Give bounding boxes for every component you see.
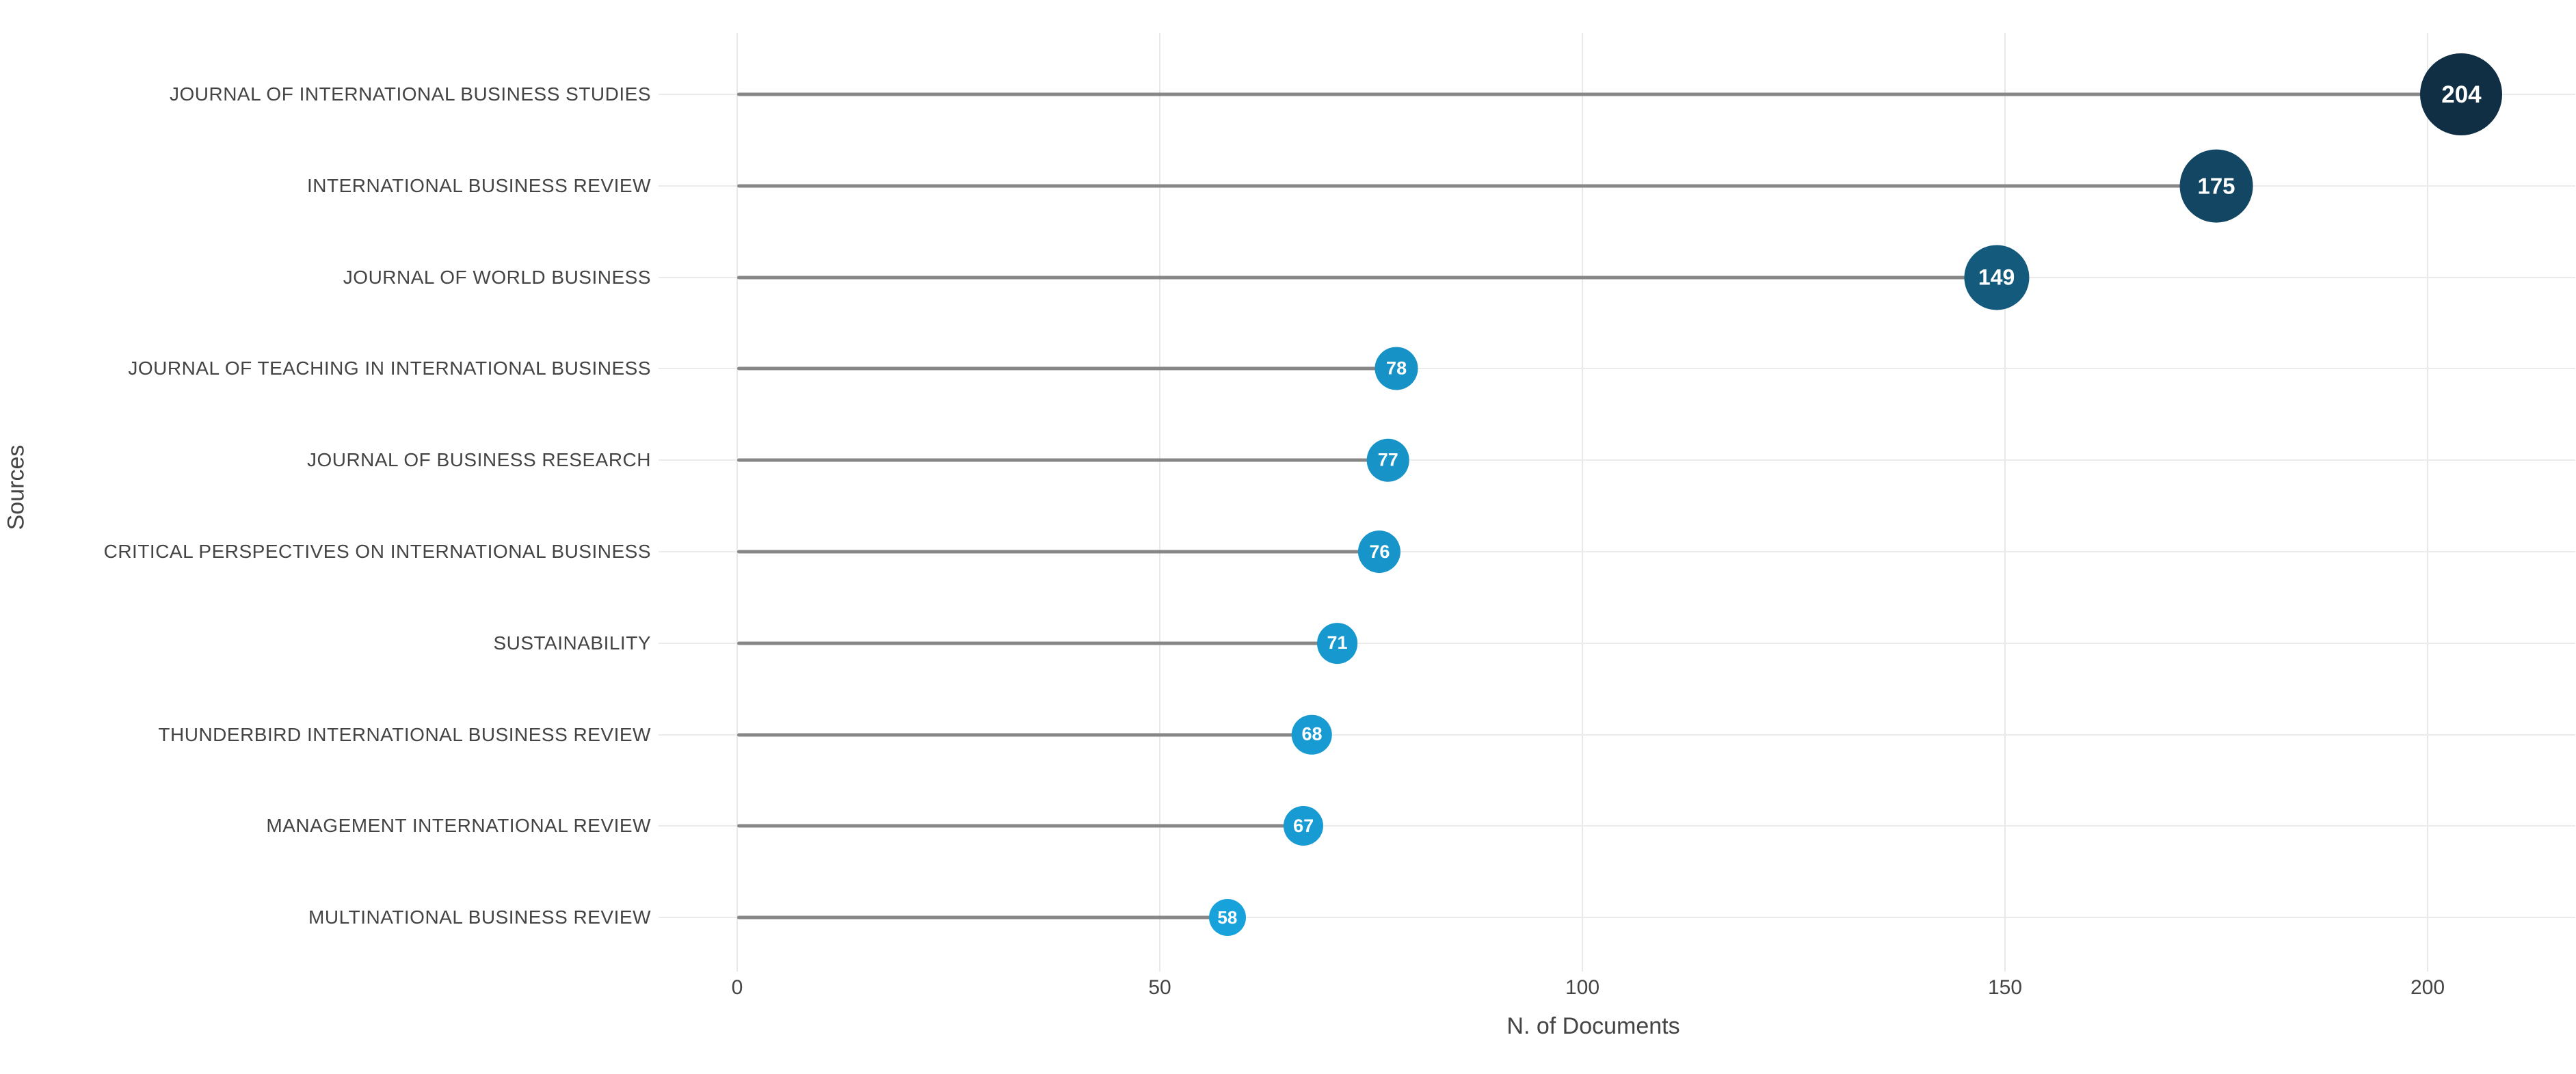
lollipop-stem bbox=[737, 733, 1312, 737]
lollipop-stem bbox=[737, 550, 1380, 554]
lollipop-marker[interactable]: 68 bbox=[1292, 714, 1332, 755]
lollipop-stem bbox=[737, 824, 1304, 828]
marker-value: 204 bbox=[2441, 81, 2482, 108]
x-gridline bbox=[1582, 33, 1583, 971]
x-tick-label: 50 bbox=[1148, 976, 1171, 999]
category-label: MULTINATIONAL BUSINESS REVIEW bbox=[308, 907, 651, 928]
marker-value: 71 bbox=[1327, 632, 1348, 654]
x-axis-title: N. of Documents bbox=[1506, 1013, 1680, 1039]
row-gridline bbox=[659, 368, 2575, 370]
marker-value: 76 bbox=[1369, 541, 1390, 562]
lollipop-stem bbox=[737, 184, 2216, 188]
category-label: MANAGEMENT INTERNATIONAL REVIEW bbox=[266, 815, 651, 837]
category-label: INTERNATIONAL BUSINESS REVIEW bbox=[306, 174, 651, 196]
lollipop-stem bbox=[737, 915, 1227, 919]
lollipop-stem bbox=[737, 641, 1338, 645]
marker-value: 67 bbox=[1293, 815, 1314, 836]
marker-value: 58 bbox=[1217, 907, 1238, 928]
x-gridline bbox=[2427, 33, 2428, 971]
row-gridline bbox=[659, 917, 2575, 919]
category-label: JOURNAL OF BUSINESS RESEARCH bbox=[306, 449, 651, 471]
lollipop-stem bbox=[737, 276, 1997, 280]
x-tick-label: 100 bbox=[1565, 976, 1600, 999]
marker-value: 77 bbox=[1377, 449, 1398, 470]
category-label: JOURNAL OF WORLD BUSINESS bbox=[343, 266, 651, 288]
category-label: JOURNAL OF INTERNATIONAL BUSINESS STUDIE… bbox=[169, 83, 651, 105]
lollipop-marker[interactable]: 67 bbox=[1284, 806, 1324, 846]
category-label: SUSTAINABILITY bbox=[493, 632, 651, 654]
category-label: CRITICAL PERSPECTIVES ON INTERNATIONAL B… bbox=[103, 541, 651, 562]
x-gridline bbox=[736, 33, 738, 971]
lollipop-marker[interactable]: 175 bbox=[2179, 149, 2253, 223]
x-gridline bbox=[2004, 33, 2006, 971]
x-tick-label: 0 bbox=[731, 976, 743, 999]
lollipop-stem bbox=[737, 458, 1388, 462]
category-label: JOURNAL OF TEACHING IN INTERNATIONAL BUS… bbox=[128, 358, 651, 379]
marker-value: 68 bbox=[1301, 724, 1323, 745]
row-gridline bbox=[659, 642, 2575, 644]
row-gridline bbox=[659, 825, 2575, 827]
row-gridline bbox=[659, 459, 2575, 461]
marker-value: 175 bbox=[2197, 173, 2235, 199]
x-tick-label: 200 bbox=[2410, 976, 2445, 999]
lollipop-stem bbox=[737, 366, 1397, 371]
category-label: THUNDERBIRD INTERNATIONAL BUSINESS REVIE… bbox=[158, 723, 651, 745]
marker-value: 149 bbox=[1978, 265, 2015, 290]
lollipop-marker[interactable]: 71 bbox=[1316, 622, 1358, 664]
lollipop-marker[interactable]: 149 bbox=[1964, 245, 2030, 310]
row-gridline bbox=[659, 734, 2575, 736]
lollipop-marker[interactable]: 77 bbox=[1366, 438, 1410, 482]
x-tick-label: 150 bbox=[1987, 976, 2023, 999]
lollipop-stem bbox=[737, 92, 2462, 96]
lollipop-marker[interactable]: 58 bbox=[1208, 899, 1246, 937]
lollipop-marker[interactable]: 204 bbox=[2420, 53, 2503, 135]
x-gridline bbox=[1159, 33, 1160, 971]
lollipop-marker[interactable]: 76 bbox=[1358, 530, 1401, 574]
lollipop-marker[interactable]: 78 bbox=[1375, 347, 1418, 390]
row-gridline bbox=[659, 551, 2575, 552]
marker-value: 78 bbox=[1386, 358, 1407, 379]
